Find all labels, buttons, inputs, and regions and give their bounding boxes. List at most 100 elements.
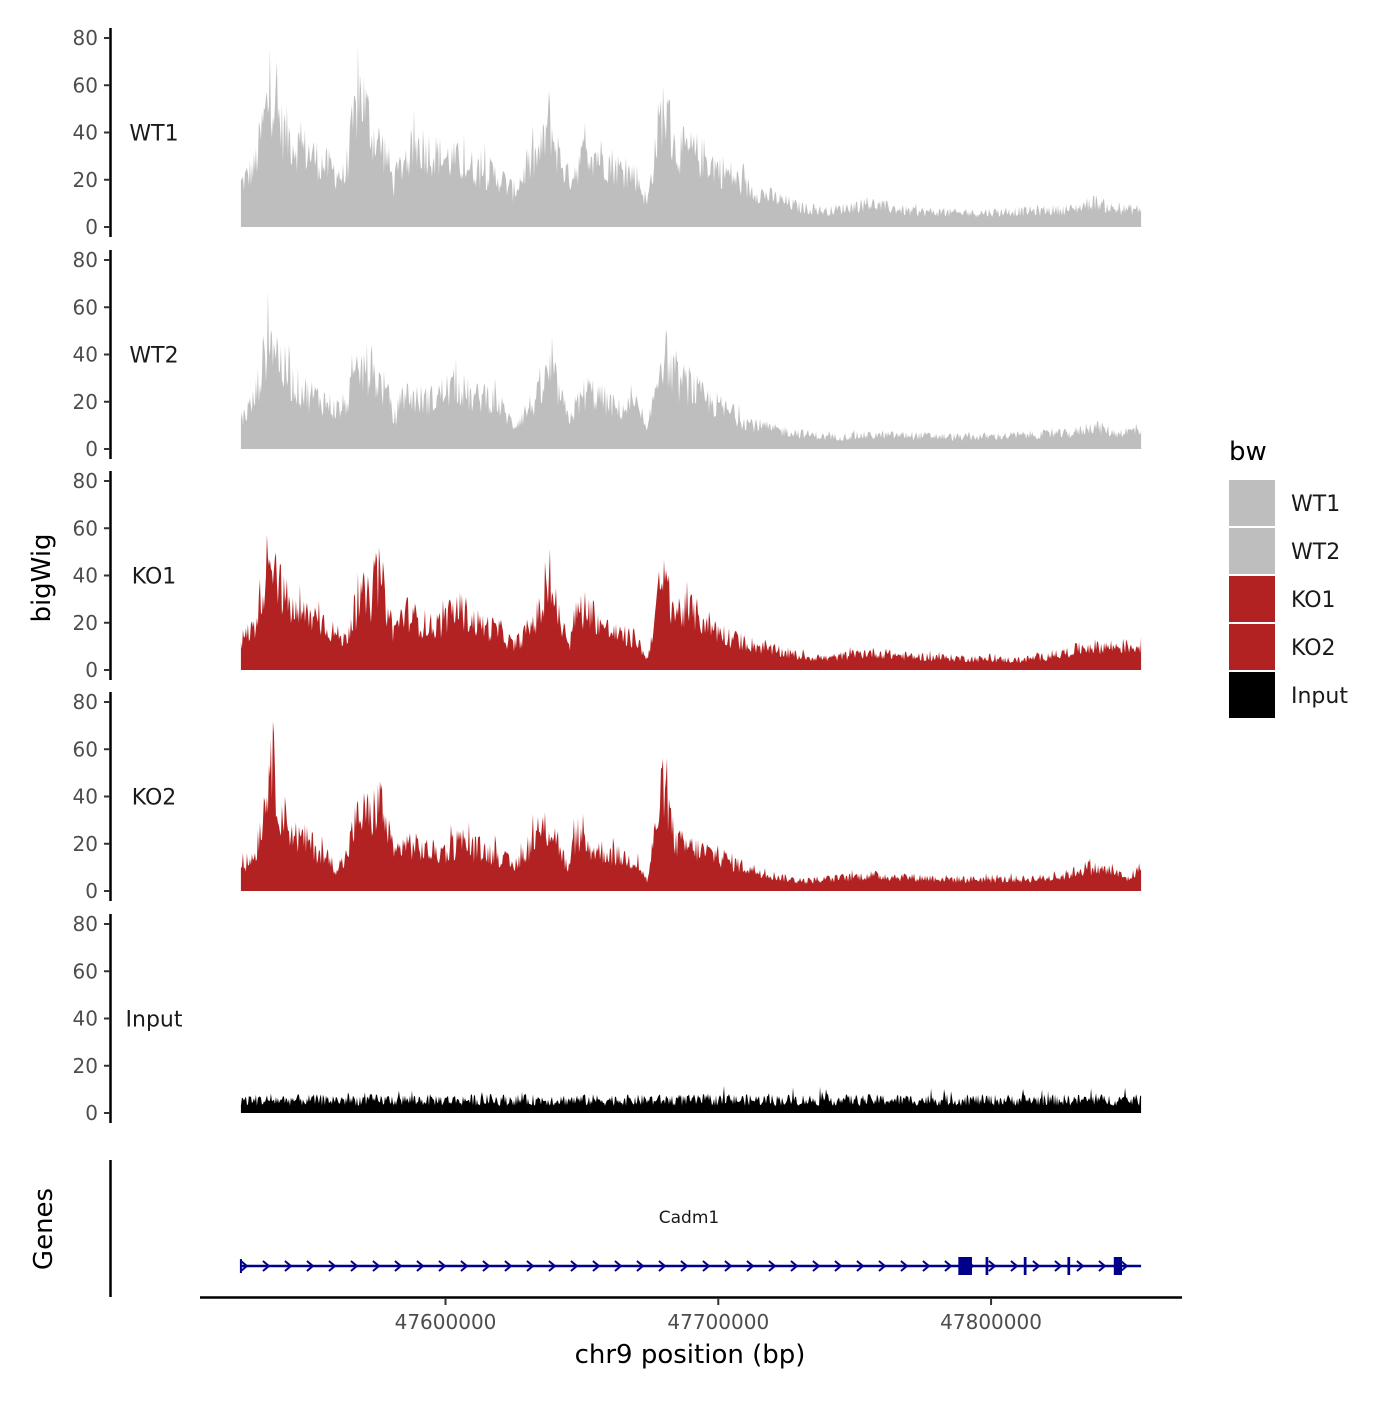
strand-arrow [284, 1260, 293, 1272]
exon-2 [985, 1257, 989, 1275]
y-tick-label-wt2-80: 80 [73, 248, 98, 272]
y-tick-label-ko2-0: 0 [85, 879, 98, 903]
y-axis-title: bigWig [27, 533, 57, 622]
y-tick-label-wt1-60: 60 [73, 73, 98, 97]
strand-arrow [856, 1260, 865, 1272]
strand-arrow [350, 1260, 359, 1272]
strand-arrow [812, 1260, 821, 1272]
strand-arrow [724, 1260, 733, 1272]
y-tick-label-wt2-40: 40 [73, 343, 98, 367]
strand-arrow [416, 1260, 425, 1272]
strand-arrow [526, 1260, 535, 1272]
track-input: 0 20 40 60 80 Input [73, 912, 1142, 1125]
legend-swatch-wt2 [1229, 528, 1275, 574]
legend-swatch-ko2 [1229, 624, 1275, 670]
coverage-area-input [240, 1085, 1142, 1113]
track-label-wt1: WT1 [129, 122, 178, 147]
y-tick-label-ko2-60: 60 [73, 737, 98, 761]
signal-tracks: 0 20 40 60 80 WT1 0 20 40 60 80 WT2 0 20 40 60 80 KO1 0 20 4… [73, 26, 1142, 1125]
strand-arrow [438, 1260, 447, 1272]
strand-arrow [1098, 1260, 1107, 1272]
strand-arrow [790, 1260, 799, 1272]
legend-label-ko2: KO2 [1291, 636, 1336, 661]
strand-arrow [460, 1260, 469, 1272]
y-tick-label-input-20: 20 [73, 1054, 98, 1078]
strand-arrow [372, 1260, 381, 1272]
coverage-area-wt2 [240, 290, 1142, 449]
y-tick-label-ko1-20: 20 [73, 611, 98, 635]
y-tick-label-ko1-0: 0 [85, 658, 98, 682]
strand-arrow [658, 1260, 667, 1272]
strand-arrow [768, 1260, 777, 1272]
strand-arrow [592, 1260, 601, 1272]
strand-arrow [306, 1260, 315, 1272]
strand-arrow [1076, 1260, 1085, 1272]
strand-arrow [328, 1260, 337, 1272]
strand-arrow [394, 1260, 403, 1272]
legend-label-input: Input [1291, 684, 1348, 709]
y-tick-label-wt1-80: 80 [73, 26, 98, 50]
legend-title: bw [1229, 437, 1267, 467]
y-tick-label-ko1-80: 80 [73, 469, 98, 493]
x-tick-label-47800000: 47800000 [940, 1310, 1042, 1334]
y-tick-label-ko2-20: 20 [73, 832, 98, 856]
strand-arrow [680, 1260, 689, 1272]
y-tick-label-ko2-40: 40 [73, 785, 98, 809]
strand-arrow [240, 1260, 249, 1272]
legend-label-wt2: WT2 [1291, 540, 1340, 565]
gene-models: Cadm1 [239, 1208, 1142, 1275]
strand-arrow [1032, 1260, 1041, 1272]
strand-arrow [746, 1260, 755, 1272]
strand-arrow [1010, 1260, 1019, 1272]
y-tick-label-wt2-0: 0 [85, 437, 98, 461]
strand-arrow [548, 1260, 557, 1272]
coverage-area-ko2 [240, 721, 1142, 891]
track-wt2: 0 20 40 60 80 WT2 [73, 248, 1142, 461]
coverage-area-wt1 [240, 45, 1142, 227]
gene-cadm1: Cadm1 [239, 1208, 1142, 1275]
exon-1 [958, 1257, 972, 1275]
track-label-wt2: WT2 [129, 344, 178, 369]
y-tick-label-wt2-20: 20 [73, 390, 98, 414]
strand-arrow [922, 1260, 931, 1272]
strand-arrow [636, 1260, 645, 1272]
y-tick-label-input-0: 0 [85, 1101, 98, 1125]
strand-arrow [504, 1260, 513, 1272]
legend-swatch-wt1 [1229, 480, 1275, 526]
coverage-area-ko1 [240, 534, 1142, 670]
strand-arrow [570, 1260, 579, 1272]
legend-label-wt1: WT1 [1291, 492, 1340, 517]
x-ticks: 47600000 47700000 47800000 [395, 1298, 1042, 1334]
gene-panel: Genes Cadm1 [29, 1160, 1142, 1297]
y-tick-label-wt1-20: 20 [73, 168, 98, 192]
exon-4 [1067, 1257, 1071, 1275]
y-tick-label-input-80: 80 [73, 912, 98, 936]
y-tick-label-wt2-60: 60 [73, 295, 98, 319]
track-ko2: 0 20 40 60 80 KO2 [73, 690, 1142, 903]
y-tick-label-wt1-40: 40 [73, 121, 98, 145]
strand-arrow [944, 1260, 953, 1272]
track-wt1: 0 20 40 60 80 WT1 [73, 26, 1142, 239]
track-label-input: Input [126, 1008, 183, 1033]
x-axis-title: chr9 position (bp) [575, 1340, 806, 1370]
strand-arrow [834, 1260, 843, 1272]
strand-arrow [1120, 1260, 1129, 1272]
genes-axis-title: Genes [29, 1188, 59, 1270]
strand-arrow [482, 1260, 491, 1272]
strand-arrow [878, 1260, 887, 1272]
strand-arrow [1054, 1260, 1063, 1272]
track-label-ko2: KO2 [132, 786, 177, 811]
strand-arrow [702, 1260, 711, 1272]
y-tick-label-wt1-0: 0 [85, 215, 98, 239]
strand-arrow [614, 1260, 623, 1272]
legend-swatch-ko1 [1229, 576, 1275, 622]
gene-label-cadm1: Cadm1 [659, 1208, 719, 1228]
strand-arrow [262, 1260, 271, 1272]
legend-items: WT1 WT2 KO1 KO2 Input [1229, 480, 1348, 718]
exon-3 [1023, 1257, 1027, 1275]
y-tick-label-ko1-60: 60 [73, 516, 98, 540]
y-tick-label-input-60: 60 [73, 959, 98, 983]
exon-5 [1113, 1257, 1122, 1275]
